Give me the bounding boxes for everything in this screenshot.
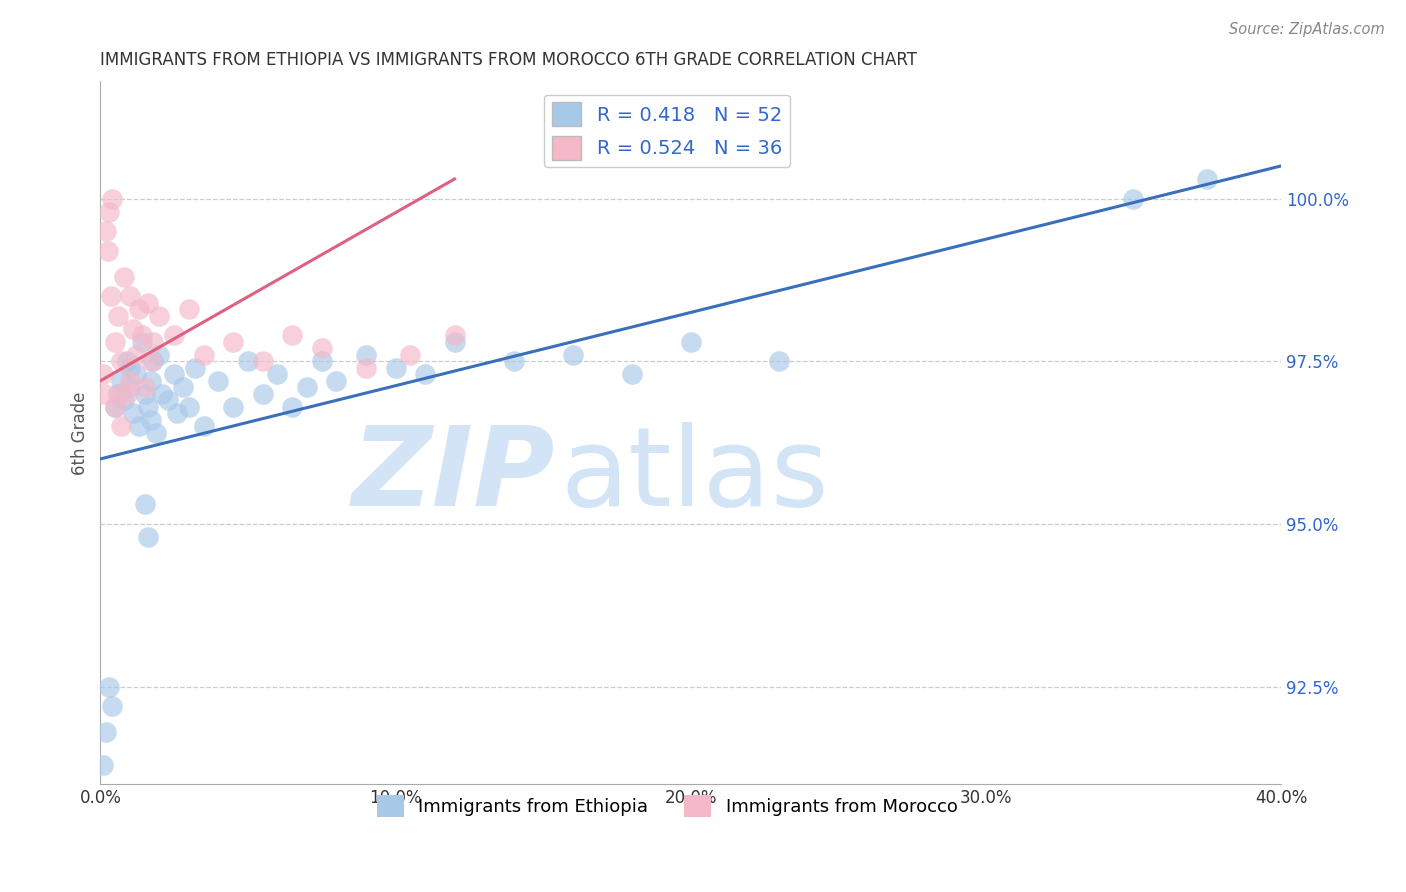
Point [118, 374, 141, 388]
Point [252, 387, 274, 401]
Y-axis label: 6th Grade: 6th Grade [72, 392, 89, 475]
Point [142, 354, 165, 368]
Point [118, 289, 141, 303]
Point [1197, 172, 1219, 186]
Point [125, 368, 148, 382]
Point [311, 341, 333, 355]
Point [96, 725, 118, 739]
Point [145, 425, 167, 440]
Point [94, 387, 117, 401]
Point [139, 354, 162, 368]
Point [193, 348, 215, 362]
Point [139, 374, 162, 388]
Point [118, 360, 141, 375]
Point [134, 498, 156, 512]
Point [107, 309, 129, 323]
Point [104, 334, 127, 349]
Point [679, 334, 702, 349]
Point [134, 387, 156, 401]
Point [222, 400, 245, 414]
Point [252, 354, 274, 368]
Point [134, 380, 156, 394]
Point [222, 334, 245, 349]
Point [136, 530, 159, 544]
Point [139, 413, 162, 427]
Point [136, 400, 159, 414]
Point [768, 354, 790, 368]
Point [101, 699, 124, 714]
Point [136, 295, 159, 310]
Point [121, 406, 143, 420]
Point [104, 400, 127, 414]
Point [101, 192, 124, 206]
Point [413, 368, 436, 382]
Point [311, 354, 333, 368]
Point [96, 224, 118, 238]
Legend: Immigrants from Ethiopia, Immigrants from Morocco: Immigrants from Ethiopia, Immigrants fro… [370, 789, 965, 824]
Point [148, 309, 170, 323]
Point [157, 393, 180, 408]
Point [125, 348, 148, 362]
Point [112, 393, 135, 408]
Point [97, 244, 120, 258]
Point [148, 348, 170, 362]
Point [354, 348, 377, 362]
Point [1122, 192, 1144, 206]
Point [91, 758, 114, 772]
Point [502, 354, 524, 368]
Point [104, 400, 127, 414]
Point [150, 387, 173, 401]
Point [98, 680, 121, 694]
Text: ZIP: ZIP [352, 422, 555, 529]
Point [399, 348, 422, 362]
Point [112, 269, 135, 284]
Point [163, 368, 186, 382]
Point [128, 302, 150, 317]
Point [131, 334, 153, 349]
Point [131, 328, 153, 343]
Point [443, 328, 465, 343]
Point [236, 354, 259, 368]
Point [443, 334, 465, 349]
Point [110, 354, 132, 368]
Text: atlas: atlas [561, 422, 830, 529]
Point [184, 360, 207, 375]
Point [281, 400, 304, 414]
Point [98, 204, 121, 219]
Point [177, 302, 200, 317]
Point [121, 322, 143, 336]
Point [561, 348, 583, 362]
Point [166, 406, 188, 420]
Point [177, 400, 200, 414]
Point [115, 354, 138, 368]
Text: IMMIGRANTS FROM ETHIOPIA VS IMMIGRANTS FROM MOROCCO 6TH GRADE CORRELATION CHART: IMMIGRANTS FROM ETHIOPIA VS IMMIGRANTS F… [100, 51, 917, 69]
Point [193, 419, 215, 434]
Point [128, 419, 150, 434]
Point [115, 387, 138, 401]
Point [100, 289, 122, 303]
Point [91, 368, 114, 382]
Point [142, 334, 165, 349]
Point [110, 419, 132, 434]
Point [384, 360, 406, 375]
Point [620, 368, 643, 382]
Point [281, 328, 304, 343]
Point [325, 374, 347, 388]
Point [163, 328, 186, 343]
Point [118, 380, 141, 394]
Text: Source: ZipAtlas.com: Source: ZipAtlas.com [1229, 22, 1385, 37]
Point [266, 368, 288, 382]
Point [107, 387, 129, 401]
Point [354, 360, 377, 375]
Point [172, 380, 194, 394]
Point [107, 387, 129, 401]
Point [295, 380, 318, 394]
Point [207, 374, 229, 388]
Point [110, 374, 132, 388]
